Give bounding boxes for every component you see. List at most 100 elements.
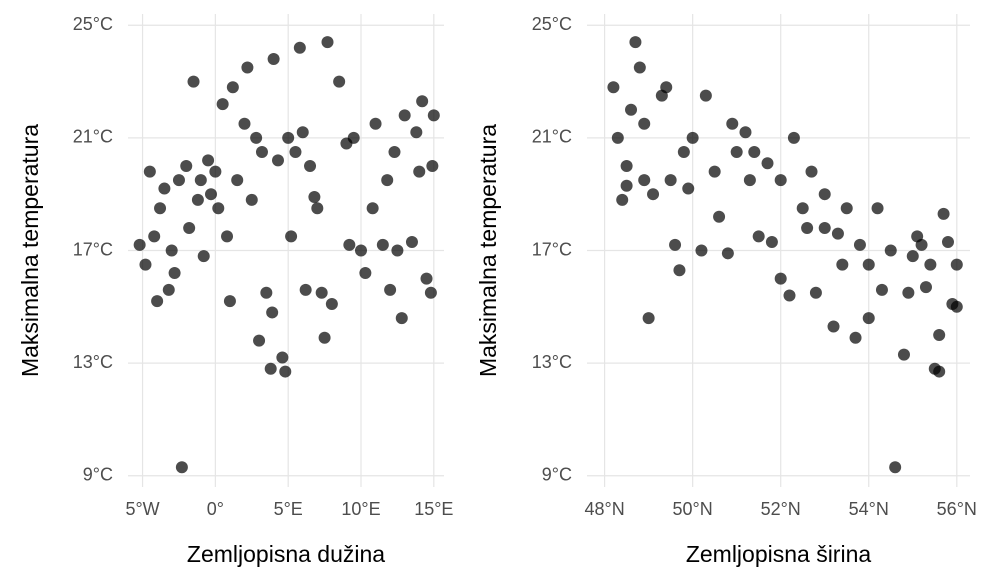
point [223,295,236,308]
point [902,286,915,299]
point [398,109,411,122]
point [413,165,426,178]
point [264,362,277,375]
point [187,75,200,88]
y-tick-label: 9°C [83,464,113,484]
point [660,81,673,94]
point [669,238,682,251]
point [304,160,317,173]
point [638,117,651,130]
point [752,230,765,243]
point [853,238,866,251]
point [840,202,853,215]
point [158,182,171,195]
point [427,109,440,122]
point [245,193,258,206]
point [739,126,752,139]
x-tick-label: 10°E [341,499,380,519]
point [787,131,800,144]
point [686,131,699,144]
point [366,202,379,215]
point [238,117,251,130]
point [255,145,268,158]
point [805,165,818,178]
x-axis-title: Zemljopisna širina [686,541,872,567]
point [296,126,309,139]
point [919,281,932,294]
point [862,258,875,271]
x-tick-label: 54°N [849,499,889,519]
point [941,236,954,249]
point [165,244,178,257]
point [682,182,695,195]
point [202,154,215,167]
point [774,272,787,285]
point [774,174,787,187]
point [266,306,279,319]
point [205,188,218,201]
point [376,238,389,251]
point [884,244,897,257]
point [629,36,642,49]
point [154,202,167,215]
point [271,154,284,167]
point [620,160,633,173]
point [699,89,712,102]
point [933,328,946,341]
point [721,247,734,260]
point [761,157,774,170]
point [625,103,638,116]
point [906,250,919,263]
y-tick-label: 25°C [73,14,113,34]
point [730,145,743,158]
point [267,53,280,66]
point [818,188,831,201]
x-tick-label: 48°N [584,499,624,519]
point [818,221,831,234]
x-tick-label: 52°N [761,499,801,519]
point [743,174,756,187]
point [391,244,404,257]
point [216,98,229,111]
point [638,174,651,187]
point [897,348,910,361]
point [673,264,686,277]
point [143,165,156,178]
point [289,145,302,158]
point [381,174,394,187]
point [175,461,188,474]
point [796,202,809,215]
point [424,286,437,299]
x-tick-label: 5°E [274,499,303,519]
point [607,81,620,94]
point [924,258,937,271]
point [318,331,331,344]
point [285,230,298,243]
point [311,202,324,215]
point [620,179,633,192]
point [748,145,761,158]
point [359,267,372,280]
point [809,286,822,299]
point [889,461,902,474]
point [633,61,646,74]
point [395,312,408,325]
point [191,193,204,206]
y-tick-label: 21°C [532,127,572,147]
point [871,202,884,215]
point [194,174,207,187]
point [695,244,708,257]
point [713,210,726,223]
point [315,286,328,299]
point [180,160,193,173]
point [321,36,334,49]
point [801,221,814,234]
point [347,131,360,144]
point [231,174,244,187]
y-axis-title: Maksimalna temperatura [17,124,43,377]
point [611,131,624,144]
point [642,312,655,325]
point [212,202,225,215]
point [209,165,222,178]
